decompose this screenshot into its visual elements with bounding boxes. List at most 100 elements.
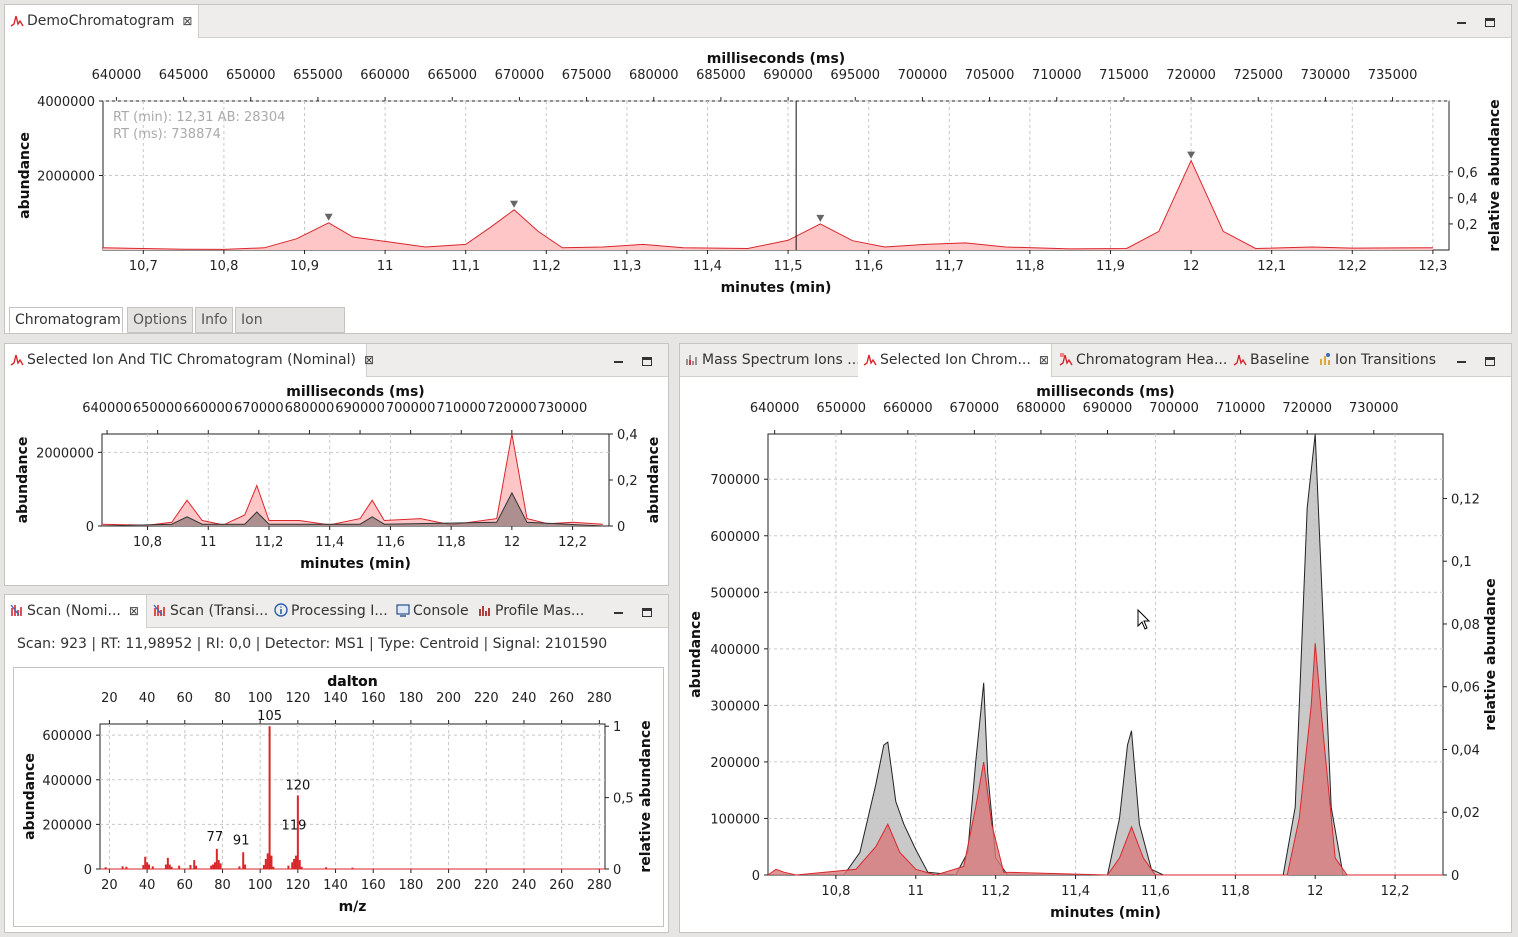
tab-options[interactable]: Options <box>127 307 193 333</box>
y-tick-label: 300000 <box>710 699 760 714</box>
y2-tick-label: 0,4 <box>1457 192 1478 207</box>
y2-tick-label: 0 <box>617 520 625 535</box>
y-tick-label: 2000000 <box>36 446 94 461</box>
tab-chromatogram-heatmap[interactable]: Chromatogram Hea... <box>1054 344 1227 376</box>
y2-axis-label: relative abundance <box>1487 99 1503 251</box>
x2-tick-label: 690000 <box>335 401 385 416</box>
tab-demo-chromatogram[interactable]: DemoChromatogram ⊠ <box>5 5 199 38</box>
spectrum-icon <box>479 606 490 616</box>
demo-chromatogram-chart[interactable]: 10,7 10,8 10,9 11 11,1 11,2 11,3 11,4 11,5 11,6 11… <box>5 41 1511 303</box>
tab-selected-ion-chromatogram[interactable]: Selected Ion Chrom... ⊠ <box>858 344 1052 377</box>
maximize-button[interactable] <box>1485 18 1495 27</box>
y2-tick-label: 0,5 <box>613 792 634 807</box>
close-icon[interactable]: ⊠ <box>182 14 193 28</box>
tab-label: Console <box>413 603 469 619</box>
x-tick-label: 11,8 <box>1015 259 1044 274</box>
chromatogram-line <box>102 159 1433 250</box>
scan-info-line: Scan: 923 | RT: 11,98952 | RI: 0,0 | Det… <box>17 636 608 652</box>
y-tick-label: 400000 <box>42 774 92 789</box>
x-tick-label: 11,4 <box>693 259 722 274</box>
minimize-button[interactable] <box>1457 17 1466 24</box>
tab-selected-ion-tic[interactable]: Selected Ion And TIC Chromatogram (Nomin… <box>5 344 374 377</box>
close-icon[interactable]: ⊠ <box>1038 353 1049 367</box>
x2-tick-label: 730000 <box>1349 401 1399 416</box>
tab-ion-transitions[interactable]: Ion Transitions <box>1313 344 1436 376</box>
x-tick-label: 10,8 <box>209 259 238 274</box>
x2-tick-label: 720000 <box>1282 401 1332 416</box>
x2-tick-label: 700000 <box>1149 401 1199 416</box>
close-icon[interactable]: ⊠ <box>363 353 374 367</box>
x2-tick-label: 260 <box>549 691 574 706</box>
plot-area <box>101 433 610 527</box>
x-tick-label: 11,6 <box>1141 884 1170 899</box>
y2-tick-label: 0,4 <box>617 428 638 443</box>
minimize-button[interactable] <box>614 356 623 363</box>
tab-ion-transitions[interactable]: Ion Transitions <box>235 307 345 333</box>
tab-label: Scan (Transi... <box>170 603 269 619</box>
selected-ion-tic-chart[interactable]: 10,8 11 11,2 11,4 11,6 11,8 12 12,2 640000 650000… <box>5 378 668 584</box>
x2-tick-label: 725000 <box>1233 68 1283 83</box>
minimize-button[interactable] <box>614 607 623 614</box>
x2-tick-label: 710000 <box>1216 401 1266 416</box>
close-icon[interactable]: ⊠ <box>128 604 139 618</box>
tab-mass-spectrum-ions[interactable]: Mass Spectrum Ions ... <box>680 344 861 376</box>
heatmap-icon <box>1059 353 1073 366</box>
x2-tick-label: 680000 <box>629 68 679 83</box>
x2-tick-label: 735000 <box>1368 68 1418 83</box>
x2-tick-label: 60 <box>177 691 194 706</box>
selected-ion-line <box>767 643 1443 876</box>
x-tick-label: 180 <box>399 878 424 893</box>
x2-tick-label: 695000 <box>830 68 880 83</box>
x-axis-label: minutes (min) <box>300 556 411 572</box>
tab-profile-mass[interactable]: Profile Mas... <box>473 595 584 627</box>
demo-chromatogram-panel: DemoChromatogram ⊠ 10,7 10,8 10,9 11 11,1 11,2… <box>4 4 1512 334</box>
scan-icon <box>153 604 165 616</box>
tab-scan-nominal[interactable]: Scan (Nomi... ⊠ <box>5 595 147 628</box>
panel-tab-bar: Scan (Nomi... ⊠ Scan (Transi... Processin… <box>5 595 668 628</box>
tic-area <box>768 434 1443 875</box>
maximize-button[interactable] <box>1485 357 1495 366</box>
info-icon <box>274 603 288 617</box>
maximize-button[interactable] <box>642 608 652 617</box>
peak-label: 119 <box>282 819 307 834</box>
x-tick-label: 11,8 <box>1221 884 1250 899</box>
tab-baseline[interactable]: Baseline <box>1228 344 1309 376</box>
mass-spectrum-chart[interactable]: 20 40 60 80 100 120 140 160 180 200 220 240 260 28002… <box>14 668 661 924</box>
y-tick-label: 200000 <box>42 818 92 833</box>
selected-ion-area <box>768 643 1443 875</box>
selected-ion-chromatogram-chart[interactable]: 10,8 11 11,2 11,4 11,6 11,8 12 12,2 640000 650000… <box>680 378 1511 932</box>
x2-tick-label: 680000 <box>285 401 335 416</box>
tab-info[interactable]: Info <box>195 307 233 333</box>
peak-marker <box>324 213 333 221</box>
tab-processing-info[interactable]: Processing I... <box>269 595 388 627</box>
scan-chart-frame: 20 40 60 80 100 120 140 160 180 200 220 240 260 280 0 2… <box>13 667 664 927</box>
tab-console[interactable]: Console <box>391 595 469 627</box>
chromatogram-icon <box>10 354 24 366</box>
x-tick-label: 11,8 <box>437 535 466 550</box>
x2-tick-label: 665000 <box>427 68 477 83</box>
y2-tick-label: 0 <box>613 863 621 878</box>
y2-axis-label: relative abundance <box>1483 578 1499 730</box>
tab-label: Profile Mas... <box>495 603 585 619</box>
x2-tick-label: 685000 <box>696 68 746 83</box>
x-tick-label: 11,2 <box>254 535 283 550</box>
minimize-button[interactable] <box>1457 356 1466 363</box>
scan-panel: Scan (Nomi... ⊠ Scan (Transi... Processin… <box>4 594 669 933</box>
x-tick-label: 12 <box>1183 259 1200 274</box>
x2-tick-label: 670000 <box>495 68 545 83</box>
maximize-button[interactable] <box>642 357 652 366</box>
x-axis-label: m/z <box>339 899 367 915</box>
tab-scan-transitions[interactable]: Scan (Transi... <box>148 595 268 627</box>
x2-tick-label: 100 <box>248 691 273 706</box>
y2-axis-label: relative abundance <box>638 720 654 872</box>
y2-tick-label: 0,6 <box>1457 166 1478 181</box>
y-tick-label: 100000 <box>710 812 760 827</box>
x2-axis-label: milliseconds (ms) <box>286 384 424 400</box>
peak-label: 105 <box>257 709 282 724</box>
x2-tick-label: 180 <box>399 691 424 706</box>
x-axis-label: minutes (min) <box>721 280 832 296</box>
tab-chromatogram[interactable]: Chromatogram <box>9 307 123 333</box>
x2-tick-label: 120 <box>285 691 310 706</box>
chromatogram-icon <box>863 354 877 366</box>
y2-tick-label: 0,12 <box>1451 492 1480 507</box>
